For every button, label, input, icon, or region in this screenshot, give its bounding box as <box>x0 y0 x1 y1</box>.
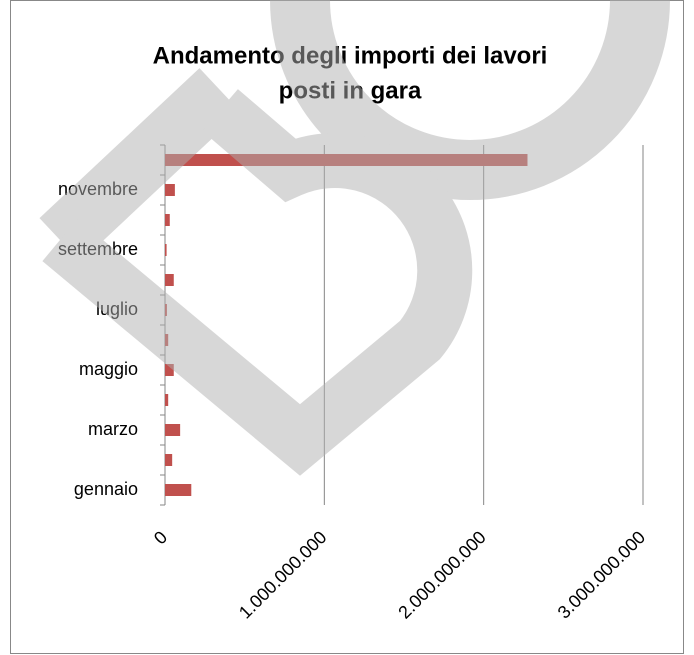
bar <box>165 454 173 466</box>
bar <box>165 424 181 436</box>
y-tick-label: marzo <box>88 419 138 439</box>
bar <box>165 184 175 196</box>
chart-title: Andamento degli importi dei lavori <box>153 42 548 69</box>
bar <box>165 244 167 256</box>
bar <box>165 364 174 376</box>
bar <box>165 274 174 286</box>
bar <box>165 484 192 496</box>
watermark <box>39 0 670 476</box>
bar <box>165 394 169 406</box>
bar <box>165 214 170 226</box>
y-tick-label: maggio <box>79 359 138 379</box>
y-tick-label: gennaio <box>74 479 138 499</box>
